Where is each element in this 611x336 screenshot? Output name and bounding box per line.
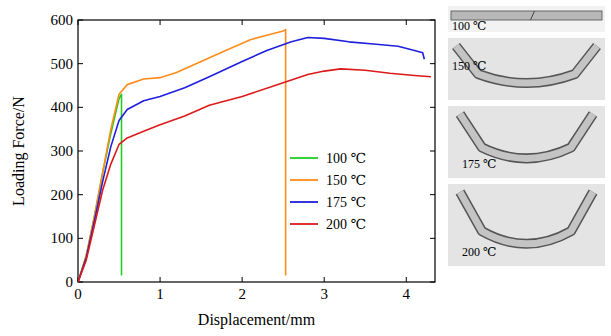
- x-tick: [242, 277, 243, 282]
- photo-label: 200 ℃: [462, 245, 496, 259]
- series-line: [78, 69, 431, 282]
- y-tick-label: 500: [51, 56, 74, 72]
- plot-frame: [78, 20, 435, 282]
- y-tick: [430, 20, 435, 21]
- legend-label: 175 ℃: [326, 195, 366, 210]
- y-tick: [430, 151, 435, 152]
- x-tick: [324, 20, 325, 25]
- x-tick-label: 1: [156, 286, 164, 302]
- figure: 0 1 2 3 4 0 100 200 300 400 500 600 Displacement/mm L…: [0, 0, 611, 336]
- legend-swatch: [290, 157, 318, 159]
- y-tick-label: 400: [51, 99, 74, 115]
- x-tick: [324, 277, 325, 282]
- y-tick: [430, 194, 435, 195]
- legend-label: 100 ℃: [326, 151, 366, 166]
- x-tick: [406, 277, 407, 282]
- photo-label: 175 ℃: [462, 157, 496, 171]
- series-line: [78, 37, 424, 282]
- y-tick-label: 300: [51, 143, 74, 159]
- x-tick: [78, 20, 79, 25]
- series-group: [78, 30, 431, 282]
- x-tick: [406, 20, 407, 25]
- photo-bg: [448, 106, 605, 178]
- y-tick-label: 100: [51, 230, 74, 246]
- y-tick-label: 0: [66, 274, 74, 290]
- y-tick: [78, 107, 83, 108]
- specimen: [460, 114, 593, 158]
- photo-bg: [448, 6, 605, 32]
- specimen-outline: [460, 114, 593, 158]
- specimen-outline: [460, 192, 593, 244]
- y-tick: [78, 194, 83, 195]
- photo-bg: [448, 184, 605, 266]
- x-tick: [242, 20, 243, 25]
- photo-bg: [448, 38, 605, 100]
- y-tick: [78, 238, 83, 239]
- y-axis-title: Loading Force/N: [10, 96, 28, 206]
- y-tick: [78, 20, 83, 21]
- legend-swatch: [290, 201, 318, 203]
- x-tick-label: 4: [403, 286, 411, 302]
- crack: [531, 11, 535, 20]
- photo-label: 150 ℃: [452, 59, 486, 73]
- x-tick-label: 2: [238, 286, 246, 302]
- x-axis-title: Displacement/mm: [198, 311, 316, 329]
- x-tick-label: 3: [320, 286, 328, 302]
- x-tick: [160, 20, 161, 25]
- y-tick-label: 200: [51, 187, 74, 203]
- legend-label: 200 ℃: [326, 217, 366, 232]
- photo-label: 100 ℃: [452, 19, 486, 33]
- specimen: [460, 192, 593, 244]
- y-tick: [430, 107, 435, 108]
- y-tick: [430, 282, 435, 283]
- legend-swatch: [290, 179, 318, 181]
- y-tick: [430, 63, 435, 64]
- x-tick: [160, 277, 161, 282]
- y-tick: [430, 238, 435, 239]
- y-tick: [78, 63, 83, 64]
- legend-swatch: [290, 223, 318, 225]
- x-tick-label: 0: [74, 286, 82, 302]
- legend-label: 150 ℃: [326, 173, 366, 188]
- y-tick: [78, 151, 83, 152]
- y-tick-label: 600: [51, 12, 74, 28]
